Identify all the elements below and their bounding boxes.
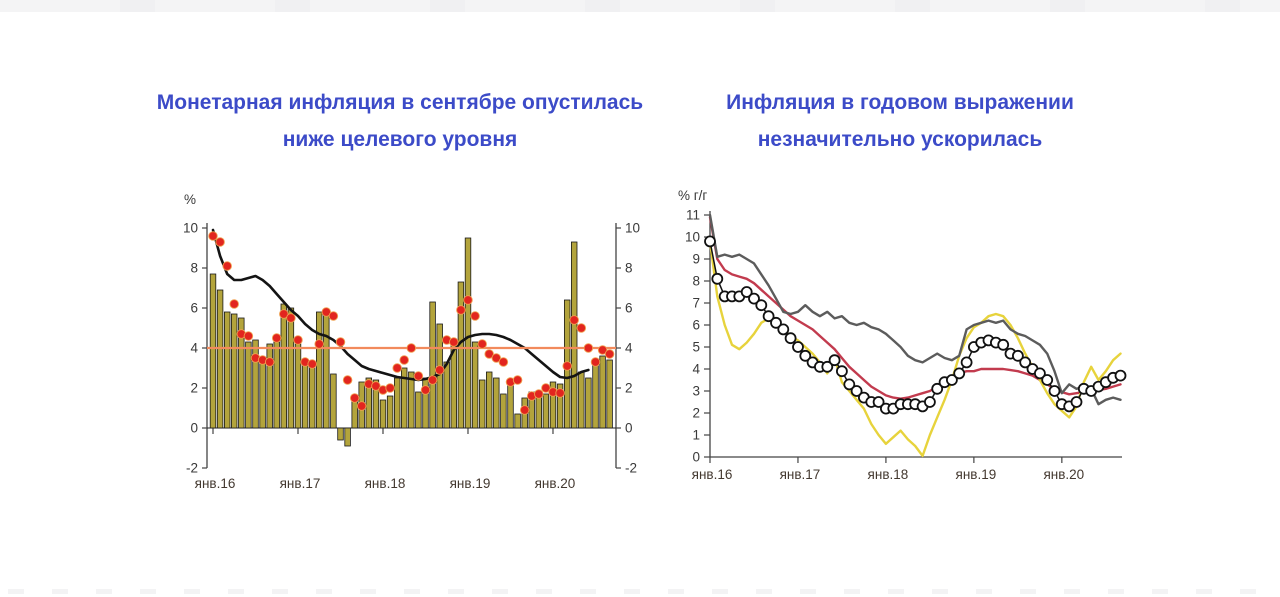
svg-text:0: 0	[692, 450, 700, 465]
svg-text:8: 8	[692, 274, 700, 289]
svg-text:янв.20: янв.20	[535, 476, 576, 491]
cropped-bottom-text-artifact	[8, 589, 1272, 594]
svg-text:6: 6	[692, 318, 700, 333]
svg-text:8: 8	[625, 261, 633, 276]
svg-text:янв.19: янв.19	[450, 476, 491, 491]
svg-text:янв.19: янв.19	[956, 467, 997, 482]
svg-text:5: 5	[692, 340, 700, 355]
svg-text:2: 2	[625, 381, 633, 396]
svg-text:10: 10	[685, 230, 700, 245]
page-top-border	[0, 0, 1280, 12]
svg-text:-2: -2	[186, 461, 198, 476]
monetary-inflation-chart: 10 10 8 8 6 6 4 4 2 2 0 0 -2 -2 янв.16 янв.17 янв.18 янв.…	[150, 176, 662, 506]
svg-text:6: 6	[190, 301, 198, 316]
svg-text:10: 10	[183, 221, 198, 236]
svg-text:2: 2	[692, 406, 700, 421]
svg-text:-2: -2	[625, 461, 637, 476]
svg-text:1: 1	[692, 428, 700, 443]
svg-text:янв.17: янв.17	[780, 467, 821, 482]
svg-text:4: 4	[625, 341, 633, 356]
svg-text:8: 8	[190, 261, 198, 276]
svg-text:янв.16: янв.16	[692, 467, 733, 482]
svg-text:0: 0	[625, 421, 633, 436]
svg-text:% г/г: % г/г	[678, 188, 707, 203]
svg-text:0: 0	[190, 421, 198, 436]
svg-text:3: 3	[692, 384, 700, 399]
chart-title-monetary-inflation: Монетарная инфляция в сентябре опустилас…	[156, 91, 644, 151]
chart-title-annual-inflation: Инфляция в годовом выражении незначитель…	[726, 91, 1074, 151]
svg-text:11: 11	[686, 208, 700, 223]
annual-inflation-chart: 11 10 9 8 7 6 5 4 3 2 1 0 янв.16 янв.17 янв.18 янв.19 ян…	[650, 176, 1150, 506]
svg-text:6: 6	[625, 301, 633, 316]
svg-text:янв.18: янв.18	[868, 467, 909, 482]
svg-text:4: 4	[190, 341, 198, 356]
svg-text:%: %	[184, 192, 196, 207]
svg-text:янв.16: янв.16	[195, 476, 236, 491]
svg-text:10: 10	[625, 221, 640, 236]
svg-text:янв.20: янв.20	[1043, 467, 1084, 482]
svg-text:янв.18: янв.18	[365, 476, 406, 491]
svg-text:9: 9	[692, 252, 700, 267]
svg-text:янв.17: янв.17	[280, 476, 321, 491]
svg-text:2: 2	[190, 381, 198, 396]
svg-text:7: 7	[692, 296, 700, 311]
svg-text:4: 4	[692, 362, 700, 377]
